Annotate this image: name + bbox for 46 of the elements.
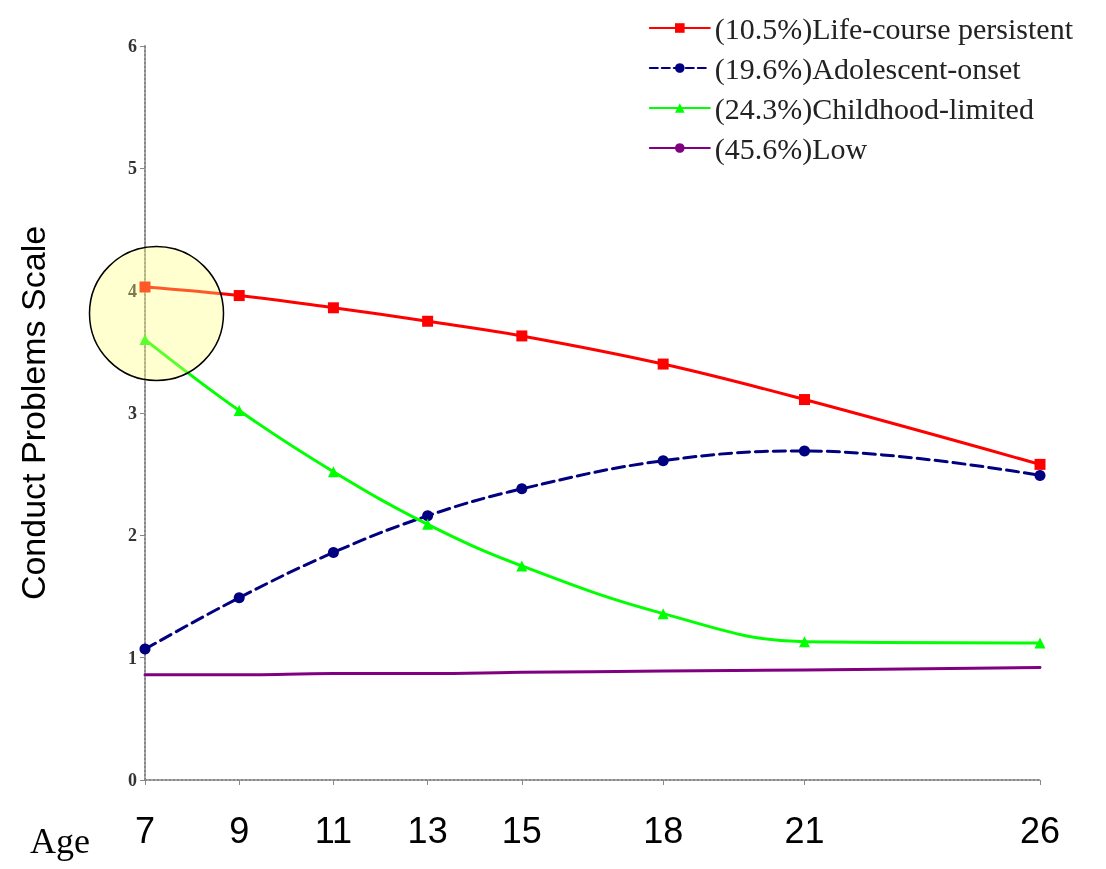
point bbox=[516, 560, 528, 572]
x-tick-label: 21 bbox=[784, 809, 825, 851]
x-tick-label: 7 bbox=[134, 809, 156, 851]
point bbox=[657, 455, 669, 467]
point bbox=[798, 394, 810, 406]
legend-label: (10.5%)Life-course persistent bbox=[714, 11, 1074, 46]
point bbox=[657, 358, 669, 370]
line-series bbox=[143, 665, 1042, 677]
y-tick-label: 3 bbox=[128, 403, 137, 423]
x-tick-label: 18 bbox=[643, 809, 684, 851]
legend-label: (45.6%)Low bbox=[714, 131, 868, 166]
point bbox=[139, 334, 151, 346]
point bbox=[233, 592, 245, 604]
x-tick-label: 13 bbox=[407, 809, 448, 851]
y-tick-label: 1 bbox=[128, 647, 137, 668]
point bbox=[233, 405, 245, 417]
x-tick-label: 9 bbox=[229, 809, 250, 851]
y-tick-label: 6 bbox=[128, 36, 137, 56]
point bbox=[422, 518, 434, 530]
point bbox=[657, 608, 669, 620]
point bbox=[516, 330, 528, 342]
point bbox=[1034, 637, 1046, 649]
point bbox=[798, 445, 810, 457]
y-axis-title: Conduct Problems Scale bbox=[14, 225, 52, 601]
point bbox=[327, 546, 339, 558]
point bbox=[798, 636, 810, 648]
point bbox=[1034, 458, 1046, 470]
legend-label: (24.3%)Childhood-limited bbox=[714, 91, 1034, 126]
y-tick-label: 0 bbox=[128, 770, 137, 790]
point bbox=[139, 281, 151, 293]
point bbox=[327, 466, 339, 478]
x-tick-label: 11 bbox=[314, 809, 353, 851]
point bbox=[233, 290, 245, 302]
point bbox=[516, 483, 528, 495]
y-tick-label: 5 bbox=[128, 158, 137, 179]
point bbox=[1034, 469, 1046, 481]
point bbox=[139, 643, 151, 655]
point bbox=[422, 315, 434, 327]
x-axis-title: Age bbox=[30, 821, 90, 861]
y-tick-label: 4 bbox=[128, 280, 137, 301]
point bbox=[327, 302, 339, 314]
x-tick-label: 26 bbox=[1019, 809, 1061, 851]
x-tick-label: 15 bbox=[501, 809, 542, 851]
legend-label: (19.6%)Adolescent-onset bbox=[714, 51, 1022, 86]
point bbox=[422, 510, 434, 522]
y-tick-label: 2 bbox=[128, 525, 137, 546]
